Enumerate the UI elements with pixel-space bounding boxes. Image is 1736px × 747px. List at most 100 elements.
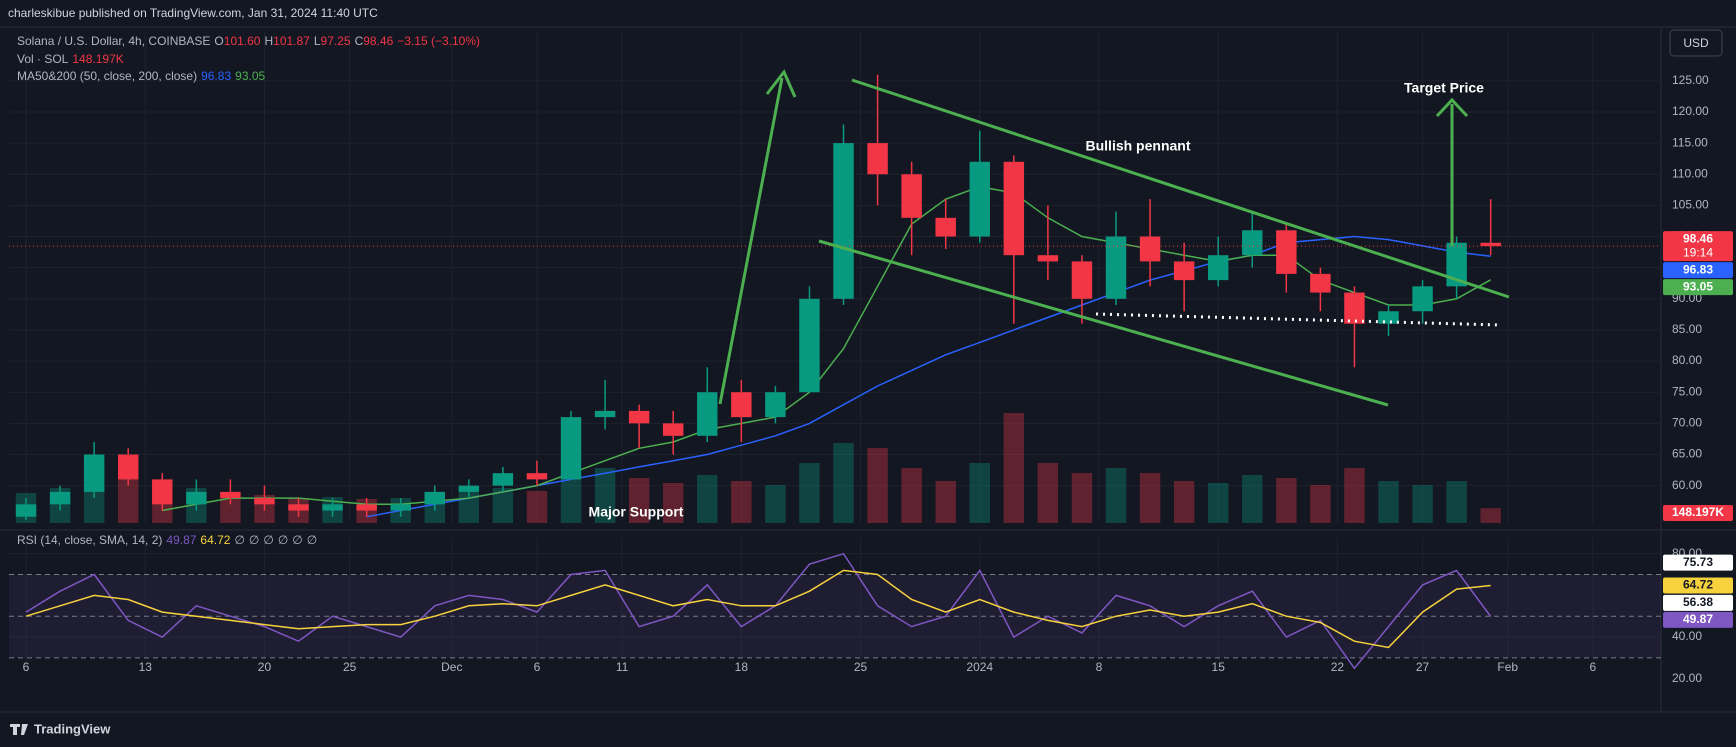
volume-bar — [117, 478, 139, 523]
volume-bar — [833, 443, 854, 523]
candle-body — [1071, 261, 1093, 299]
annotation: Target Price — [1404, 80, 1484, 96]
y-tick-label: 20.00 — [1672, 671, 1702, 685]
candle-body — [15, 504, 37, 517]
volume-bar — [1037, 463, 1059, 523]
x-tick-label: 22 — [1331, 660, 1345, 674]
volume-value: 148.197K — [72, 52, 124, 66]
x-tick-label: 6 — [534, 660, 541, 674]
volume-bar — [1446, 481, 1467, 523]
candle-body — [697, 392, 718, 436]
currency[interactable]: USD — [1683, 36, 1709, 50]
arrow-head — [765, 69, 797, 98]
ohlc-key: C — [354, 34, 364, 48]
candle-body — [1003, 161, 1025, 256]
volume-bar — [935, 481, 956, 523]
price-legend: Solana / U.S. Dollar, 4h, COINBASE O101.6… — [17, 34, 484, 48]
rsi-value: ∅ — [292, 533, 303, 547]
x-tick-label: 2024 — [966, 660, 993, 674]
ohlc-key: O — [214, 34, 224, 48]
candle-body — [594, 410, 616, 418]
x-tick-label: Feb — [1497, 660, 1518, 674]
volume-name: Vol · SOL — [17, 52, 69, 66]
x-tick-label: 6 — [1590, 660, 1597, 674]
x-tick-label: 27 — [1416, 660, 1430, 674]
y-tick-label: 70.00 — [1672, 416, 1702, 430]
volume-bar — [697, 475, 718, 523]
logo — [10, 724, 28, 735]
y-tick-label: 125.00 — [1672, 73, 1709, 87]
candle-body — [1207, 255, 1229, 281]
volume-bar — [901, 468, 922, 523]
x-tick-label: 6 — [23, 660, 30, 674]
volume-bar — [1173, 481, 1195, 523]
volume-bar — [1480, 508, 1501, 523]
candle-body — [1310, 273, 1331, 293]
price-box — [1663, 594, 1733, 611]
price-box — [1663, 262, 1733, 279]
price-box-label: 56.38 — [1683, 595, 1713, 609]
candle-body — [765, 392, 786, 418]
volume-bar — [799, 463, 820, 523]
symbol: Solana / U.S. Dollar, 4h, COINBASE — [17, 34, 211, 48]
y-tick-label: 120.00 — [1672, 104, 1709, 118]
price-box — [1663, 577, 1733, 594]
price-box-label: 64.72 — [1683, 578, 1713, 592]
candle-body — [390, 504, 411, 511]
rsi-value: 64.72 — [200, 533, 231, 547]
y-tick-label: 105.00 — [1672, 198, 1709, 212]
ohlc-value: 98.46 — [363, 34, 394, 48]
trend-arrow — [718, 77, 784, 405]
series-line — [162, 185, 1492, 512]
volume-bar — [526, 491, 548, 523]
volume-bar — [220, 493, 241, 523]
y-tick-label: 75.00 — [1672, 384, 1702, 398]
rsi-value: ∅ — [248, 533, 260, 547]
rsi-value: ∅ — [306, 533, 318, 547]
arrow-head — [1435, 97, 1469, 118]
volume-bar — [1378, 481, 1399, 523]
ohlc-value: 101.87 — [273, 34, 310, 48]
band-fill — [9, 574, 1661, 658]
price-box — [1663, 554, 1733, 571]
pennant-lower — [818, 239, 1389, 407]
volume-legend: Vol · SOL 148.197K — [17, 52, 128, 66]
candle-body — [1378, 311, 1399, 324]
rsi-name: RSI (14, close, SMA, 14, 2) — [17, 533, 163, 547]
candle-body — [117, 454, 139, 480]
x-tick-label: 18 — [735, 660, 749, 674]
currency-button[interactable] — [1669, 29, 1723, 57]
candle-body — [1344, 292, 1365, 324]
x-tick-label: 25 — [854, 660, 868, 674]
candle-body — [1412, 286, 1433, 312]
candle-body — [1276, 230, 1297, 274]
volume-bar — [1412, 485, 1433, 523]
candle-body — [867, 143, 888, 175]
volume-bar — [1003, 413, 1025, 523]
volume-bar — [560, 473, 582, 523]
candle-body — [186, 491, 207, 505]
volume-bar — [1276, 478, 1297, 523]
price-box-label: 98.46 — [1683, 231, 1713, 245]
countdown: 19:14 — [1683, 245, 1713, 259]
annotation: Bullish pennant — [1086, 138, 1191, 154]
candle-body — [901, 174, 922, 218]
ma-legend: MA50&200 (50, close, 200, close) 96.83 93.… — [17, 69, 269, 83]
candle-body — [152, 479, 173, 505]
volume-bar — [1105, 468, 1127, 523]
y-tick-label: 40.00 — [1672, 629, 1702, 643]
candle-body — [799, 298, 820, 393]
volume-bar — [492, 488, 514, 523]
x-tick-label: 20 — [258, 660, 272, 674]
candle-body — [322, 504, 343, 511]
candle-body — [1173, 261, 1195, 281]
rsi-value: 49.87 — [166, 533, 197, 547]
price-box-label: 93.05 — [1683, 279, 1713, 293]
y-tick-label: 115.00 — [1672, 135, 1708, 149]
volume-bar — [594, 468, 616, 523]
y-tick-label: 110.00 — [1672, 166, 1708, 180]
candle-body — [1446, 242, 1467, 287]
x-tick-label: 11 — [616, 660, 629, 674]
